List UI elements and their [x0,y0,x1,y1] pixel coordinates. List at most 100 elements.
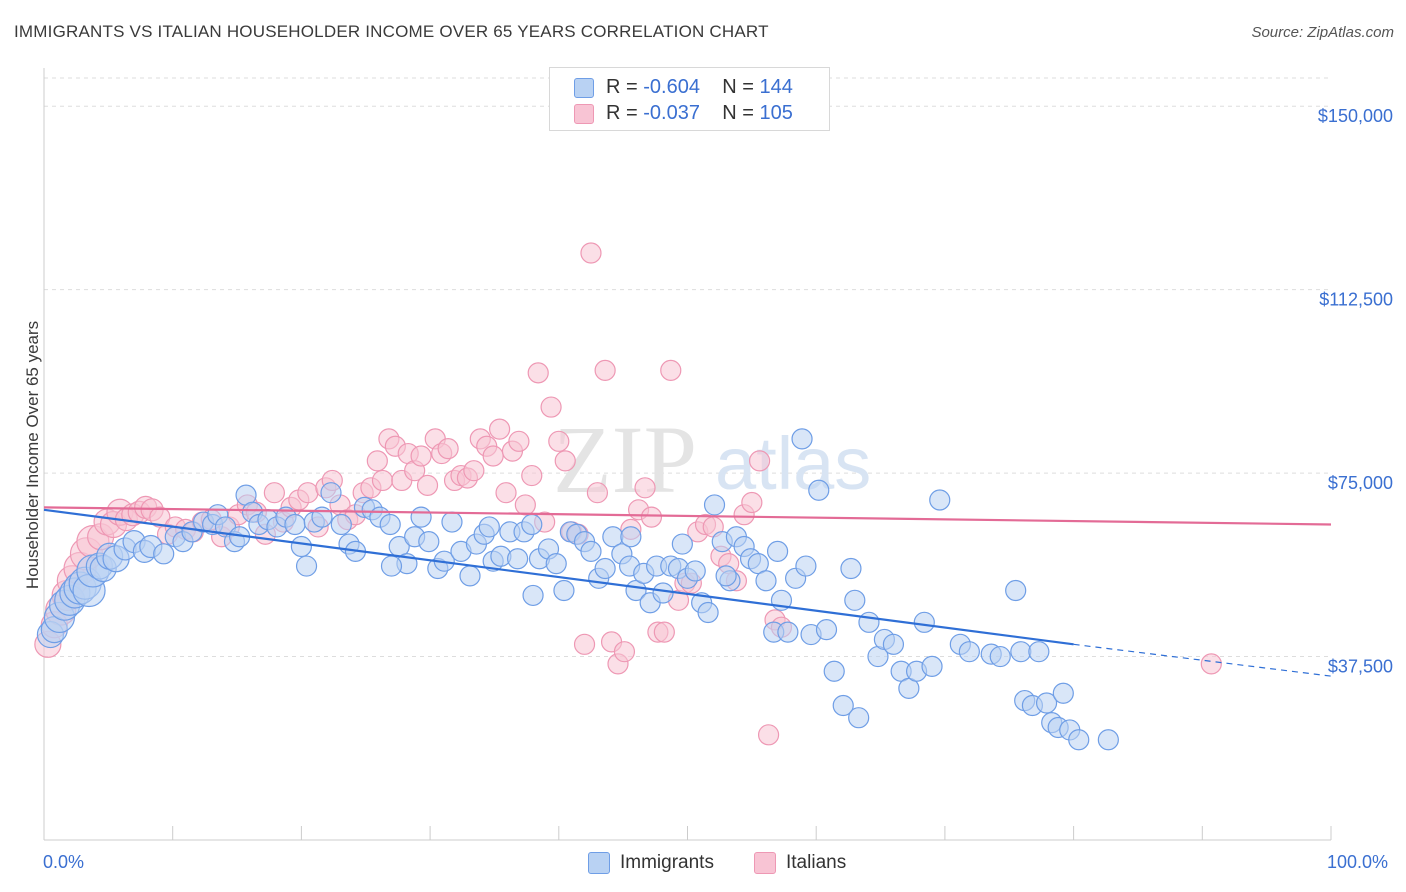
source-label: Source: ZipAtlas.com [1251,24,1394,41]
italians-legend-label: Italians [786,852,847,873]
immigrants-swatch [574,78,594,98]
italians-point [640,506,663,528]
immigrants-point [684,560,706,582]
italians-point [521,464,543,487]
immigrants-point [418,531,440,553]
italians-point [366,450,388,472]
italians-point [263,482,285,504]
watermark: ZIP atlas [553,406,871,513]
immigrants-point [545,553,567,575]
italians-point [548,430,570,452]
immigrants-point [652,582,674,604]
immigrants-point [1052,682,1074,704]
y-tick-label: $37,500 [1328,657,1393,677]
immigrants-point [858,611,880,633]
italians-r-value: -0.037 [643,102,700,124]
immigrants-n-value: 144 [759,76,793,98]
immigrants-point [958,641,980,663]
italians-point [540,396,562,418]
immigrants-point [755,570,777,592]
immigrants-point [320,482,342,504]
italians-point [495,482,517,504]
immigrants-legend-label: Immigrants [620,852,714,873]
immigrants-point [766,540,789,562]
immigrants-point [671,533,693,555]
immigrants-point [989,645,1011,668]
immigrants-trend-line [43,508,1074,646]
correlation-legend: R = -0.604 N = 144 R = -0.037 N = 105 [549,67,830,131]
italians-point [1200,653,1222,675]
italians-legend-swatch [754,852,776,874]
italians-point [410,445,432,467]
immigrants-point [1068,729,1090,751]
immigrants-point [808,479,830,501]
italians-point [508,430,530,452]
x-tick-label-max: 100.0% [1327,852,1389,872]
immigrants-point [594,557,616,580]
immigrants-point [521,513,543,536]
italians-point [573,633,596,655]
immigrants-point [840,557,862,580]
immigrants-point [580,540,602,562]
immigrants-r-value: -0.604 [643,76,700,98]
immigrants-point [441,511,463,533]
italians-point [527,362,549,384]
immigrants-r-label: R = [606,76,644,98]
immigrants-point [791,428,813,450]
immigrants-point [284,513,306,536]
immigrants-point [715,565,737,587]
x-tick-label-min: 0.0% [43,852,85,872]
italians-point [613,641,636,663]
immigrants-point [1097,729,1119,751]
immigrants-point [522,584,544,607]
italians-swatch [574,104,594,124]
immigrants-point [823,660,845,682]
immigrants-point [290,535,312,558]
italians-point [586,482,609,504]
immigrants-point [921,655,943,677]
italians-point [488,418,511,440]
y-tick-label: $75,000 [1328,473,1393,493]
italians-point [371,469,394,492]
immigrants-point [832,694,854,717]
italians-point [514,494,536,516]
immigrants-point [330,513,352,536]
immigrants-point [1005,579,1027,602]
immigrants-point [848,707,870,729]
italians-point [634,477,656,499]
italians-point [757,724,780,746]
trend-lines [43,506,1332,677]
immigrants-point [153,543,175,565]
immigrants-legend-swatch [588,852,610,874]
immigrants-point [844,589,866,611]
immigrants-point [1010,641,1032,663]
italians-point [653,621,675,643]
immigrants-point [410,506,432,528]
italians-point [297,482,319,504]
immigrants-point [703,494,726,516]
immigrants-point [882,633,905,655]
italians-point [580,242,602,264]
italians-point [741,491,763,514]
immigrants-n-label: N = [722,76,760,98]
immigrants-point [379,513,401,536]
immigrants-point [815,619,838,641]
immigrants-point [929,489,951,511]
y-tick-labels: $37,500 $75,000 $112,500 $150,000 [1318,106,1393,676]
watermark-zip: ZIP [553,406,697,513]
immigrants-point [1028,641,1050,663]
italians-point [463,460,485,482]
italians-trend-line [43,506,1332,526]
immigrants-point [295,555,318,577]
immigrants-point [697,601,719,624]
y-tick-label: $112,500 [1319,290,1393,310]
italians-point [554,450,576,472]
italians-n-value: 105 [759,102,793,124]
italians-point [416,474,439,496]
immigrants-point [620,526,642,548]
immigrants-point [478,516,500,538]
italians-r-label: R = [606,102,644,124]
immigrants-point [1035,692,1058,714]
italians-point [748,450,771,472]
